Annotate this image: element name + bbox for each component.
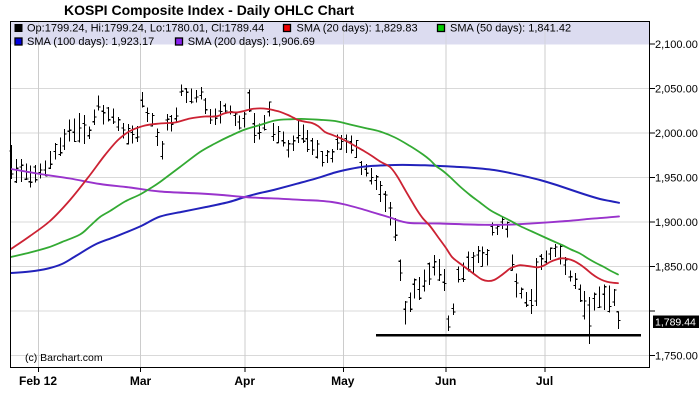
svg-text:1,900.00: 1,900.00 (655, 217, 698, 229)
svg-text:Jun: Jun (435, 374, 456, 388)
svg-text:Jul: Jul (536, 374, 553, 388)
svg-text:1,789.44: 1,789.44 (655, 317, 696, 329)
svg-text:SMA (200 days): 1,906.69: SMA (200 days): 1,906.69 (188, 36, 315, 48)
svg-text:(c) Barchart.com: (c) Barchart.com (25, 352, 103, 364)
svg-text:Feb 12: Feb 12 (19, 374, 57, 388)
svg-text:Apr: Apr (234, 374, 255, 388)
svg-text:1,750.00: 1,750.00 (655, 351, 698, 363)
svg-text:SMA (50 days): 1,841.42: SMA (50 days): 1,841.42 (450, 23, 571, 35)
svg-text:May: May (331, 374, 355, 388)
svg-text:1,950.00: 1,950.00 (655, 173, 698, 185)
svg-text:1,850.00: 1,850.00 (655, 262, 698, 274)
svg-text:SMA (100 days): 1,923.17: SMA (100 days): 1,923.17 (27, 36, 154, 48)
svg-text:2,000.00: 2,000.00 (655, 128, 698, 140)
svg-text:2,050.00: 2,050.00 (655, 84, 698, 96)
svg-text:2,100.00: 2,100.00 (655, 39, 698, 51)
svg-text:Mar: Mar (130, 374, 152, 388)
svg-text:Op:1799.24, Hi:1799.24, Lo:178: Op:1799.24, Hi:1799.24, Lo:1780.01, Cl:1… (27, 23, 264, 35)
svg-text:SMA (20 days): 1,829.83: SMA (20 days): 1,829.83 (297, 23, 418, 35)
